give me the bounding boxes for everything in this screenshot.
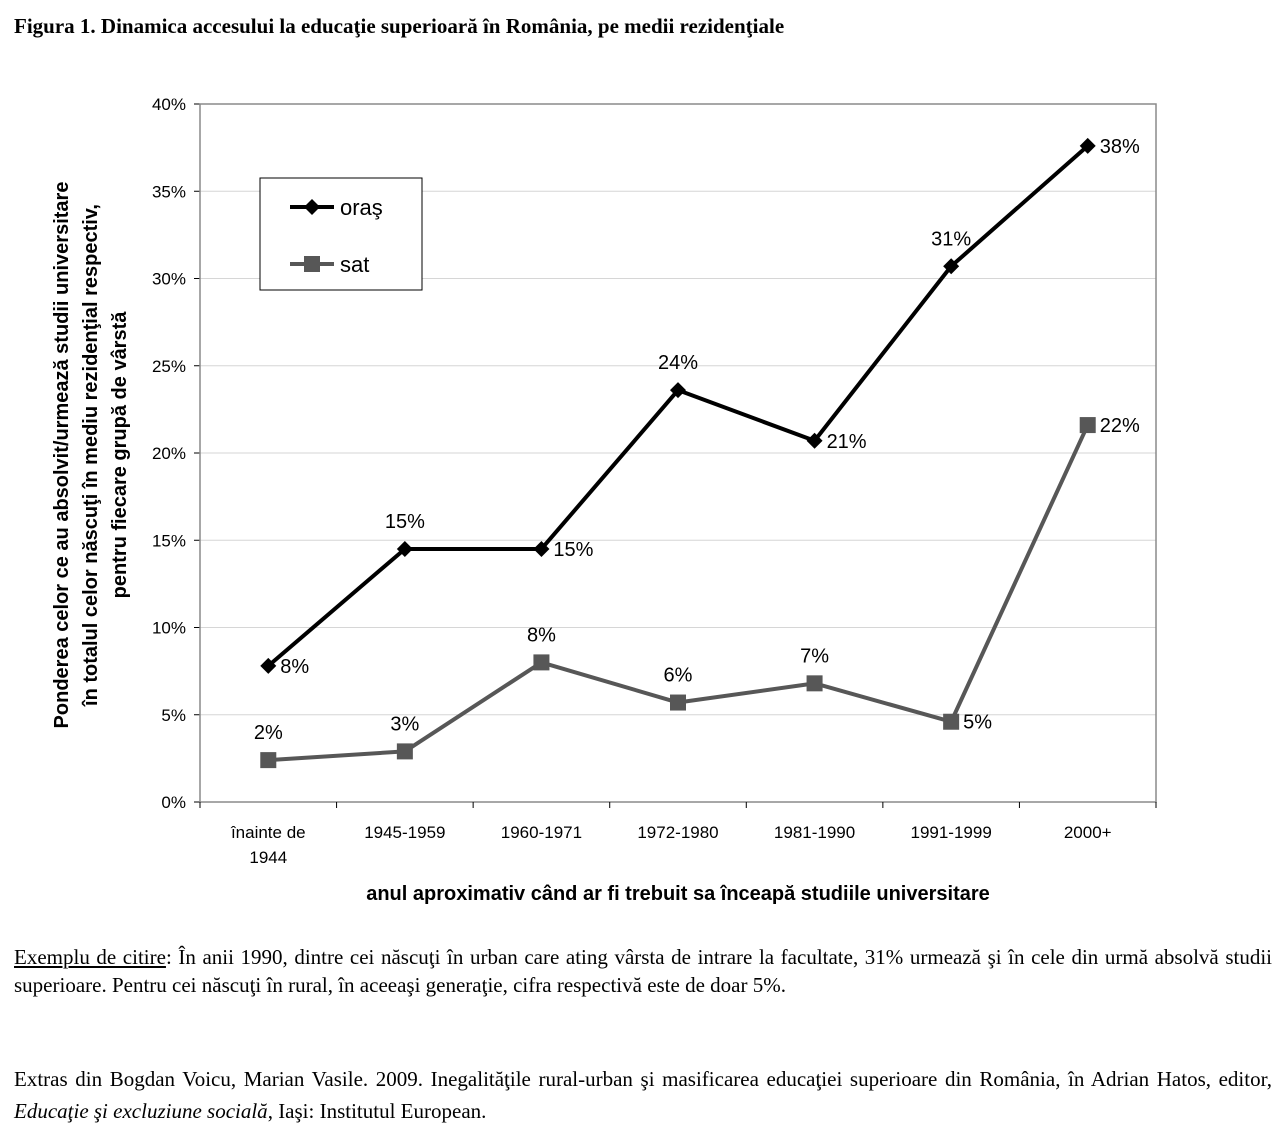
data-point-oras	[260, 657, 277, 674]
data-label: 3%	[390, 713, 419, 735]
data-label: 21%	[827, 431, 867, 453]
data-point-sat	[806, 675, 823, 692]
legend-marker-oras	[304, 199, 320, 215]
legend-label: oraş	[340, 195, 383, 220]
y-tick-label: 20%	[152, 444, 186, 463]
data-label: 38%	[1100, 136, 1140, 158]
data-point-sat	[260, 752, 277, 769]
y-tick-label: 35%	[152, 182, 186, 201]
y-tick-label: 40%	[152, 95, 186, 114]
x-category-label: 1991-1999	[910, 823, 991, 842]
y-tick-label: 25%	[152, 357, 186, 376]
plot-area	[199, 103, 1157, 803]
data-point-oras	[806, 432, 823, 449]
x-category-label: înainte de 1944	[230, 823, 306, 867]
x-category-label: 2000+	[1064, 823, 1112, 842]
data-label: 15%	[385, 511, 425, 533]
data-label: 6%	[664, 665, 693, 687]
data-point-oras	[943, 258, 960, 275]
data-label: 8%	[527, 624, 556, 646]
x-category-label: 1981-1990	[774, 823, 855, 842]
y-tick-label: 5%	[161, 706, 186, 725]
y-tick-label: 0%	[161, 793, 186, 812]
data-point-sat	[533, 654, 550, 671]
x-axis-title: anul aproximativ când ar fi trebuit sa î…	[366, 883, 990, 905]
legend-box	[259, 177, 423, 291]
reading-example-label: Exemplu de citire	[14, 945, 166, 969]
data-label: 24%	[658, 352, 698, 374]
y-axis-title-line: Ponderea celor ce au absolvit/urmează st…	[51, 182, 73, 729]
data-label: 2%	[254, 722, 283, 744]
data-point-oras	[396, 540, 413, 557]
line-chart: 0% 5% 10% 15% 20% 25% 30% 35% 40% înainte de 1944 1…	[51, 95, 1157, 905]
y-axis-title-line: în totalul celor născuţi în mediu rezide…	[80, 204, 102, 707]
data-point-oras	[1079, 137, 1096, 154]
source-citation: Extras din Bogdan Voicu, Marian Vasile. …	[14, 1064, 1272, 1127]
data-point-sat	[943, 713, 960, 730]
data-point-oras	[533, 540, 550, 557]
reading-example: Exemplu de citire: În anii 1990, dintre …	[14, 943, 1272, 1000]
y-tick-label: 30%	[152, 270, 186, 289]
reading-example-text: : În anii 1990, dintre cei născuţi în ur…	[14, 945, 1272, 998]
x-category-label: 1972-1980	[637, 823, 718, 842]
legend-marker-sat	[304, 256, 320, 272]
y-axis-title-line: pentru fiecare grupă de vârstă	[109, 311, 131, 599]
legend-label: sat	[340, 252, 369, 277]
x-category-label: 1960-1971	[501, 823, 582, 842]
data-label: 31%	[931, 228, 971, 250]
data-label: 7%	[800, 645, 829, 667]
data-label: 15%	[553, 539, 593, 561]
data-point-sat	[1079, 417, 1096, 434]
data-label: 22%	[1100, 415, 1140, 437]
source-prefix: Extras din Bogdan Voicu, Marian Vasile. …	[14, 1067, 1272, 1091]
source-book-title: Educaţie şi excluziune socială	[14, 1098, 268, 1123]
data-label: 5%	[963, 712, 992, 734]
y-tick-label: 10%	[152, 619, 186, 638]
data-label: 8%	[280, 656, 309, 678]
y-tick-label: 15%	[152, 531, 186, 550]
data-point-sat	[396, 743, 413, 760]
data-point-oras	[670, 382, 686, 399]
data-point-sat	[670, 694, 686, 711]
figure-title: Figura 1. Dinamica accesului la educaţie…	[14, 14, 785, 38]
source-suffix: , Iaşi: Institutul European.	[267, 1098, 487, 1123]
x-category-label: 1945-1959	[364, 823, 445, 842]
